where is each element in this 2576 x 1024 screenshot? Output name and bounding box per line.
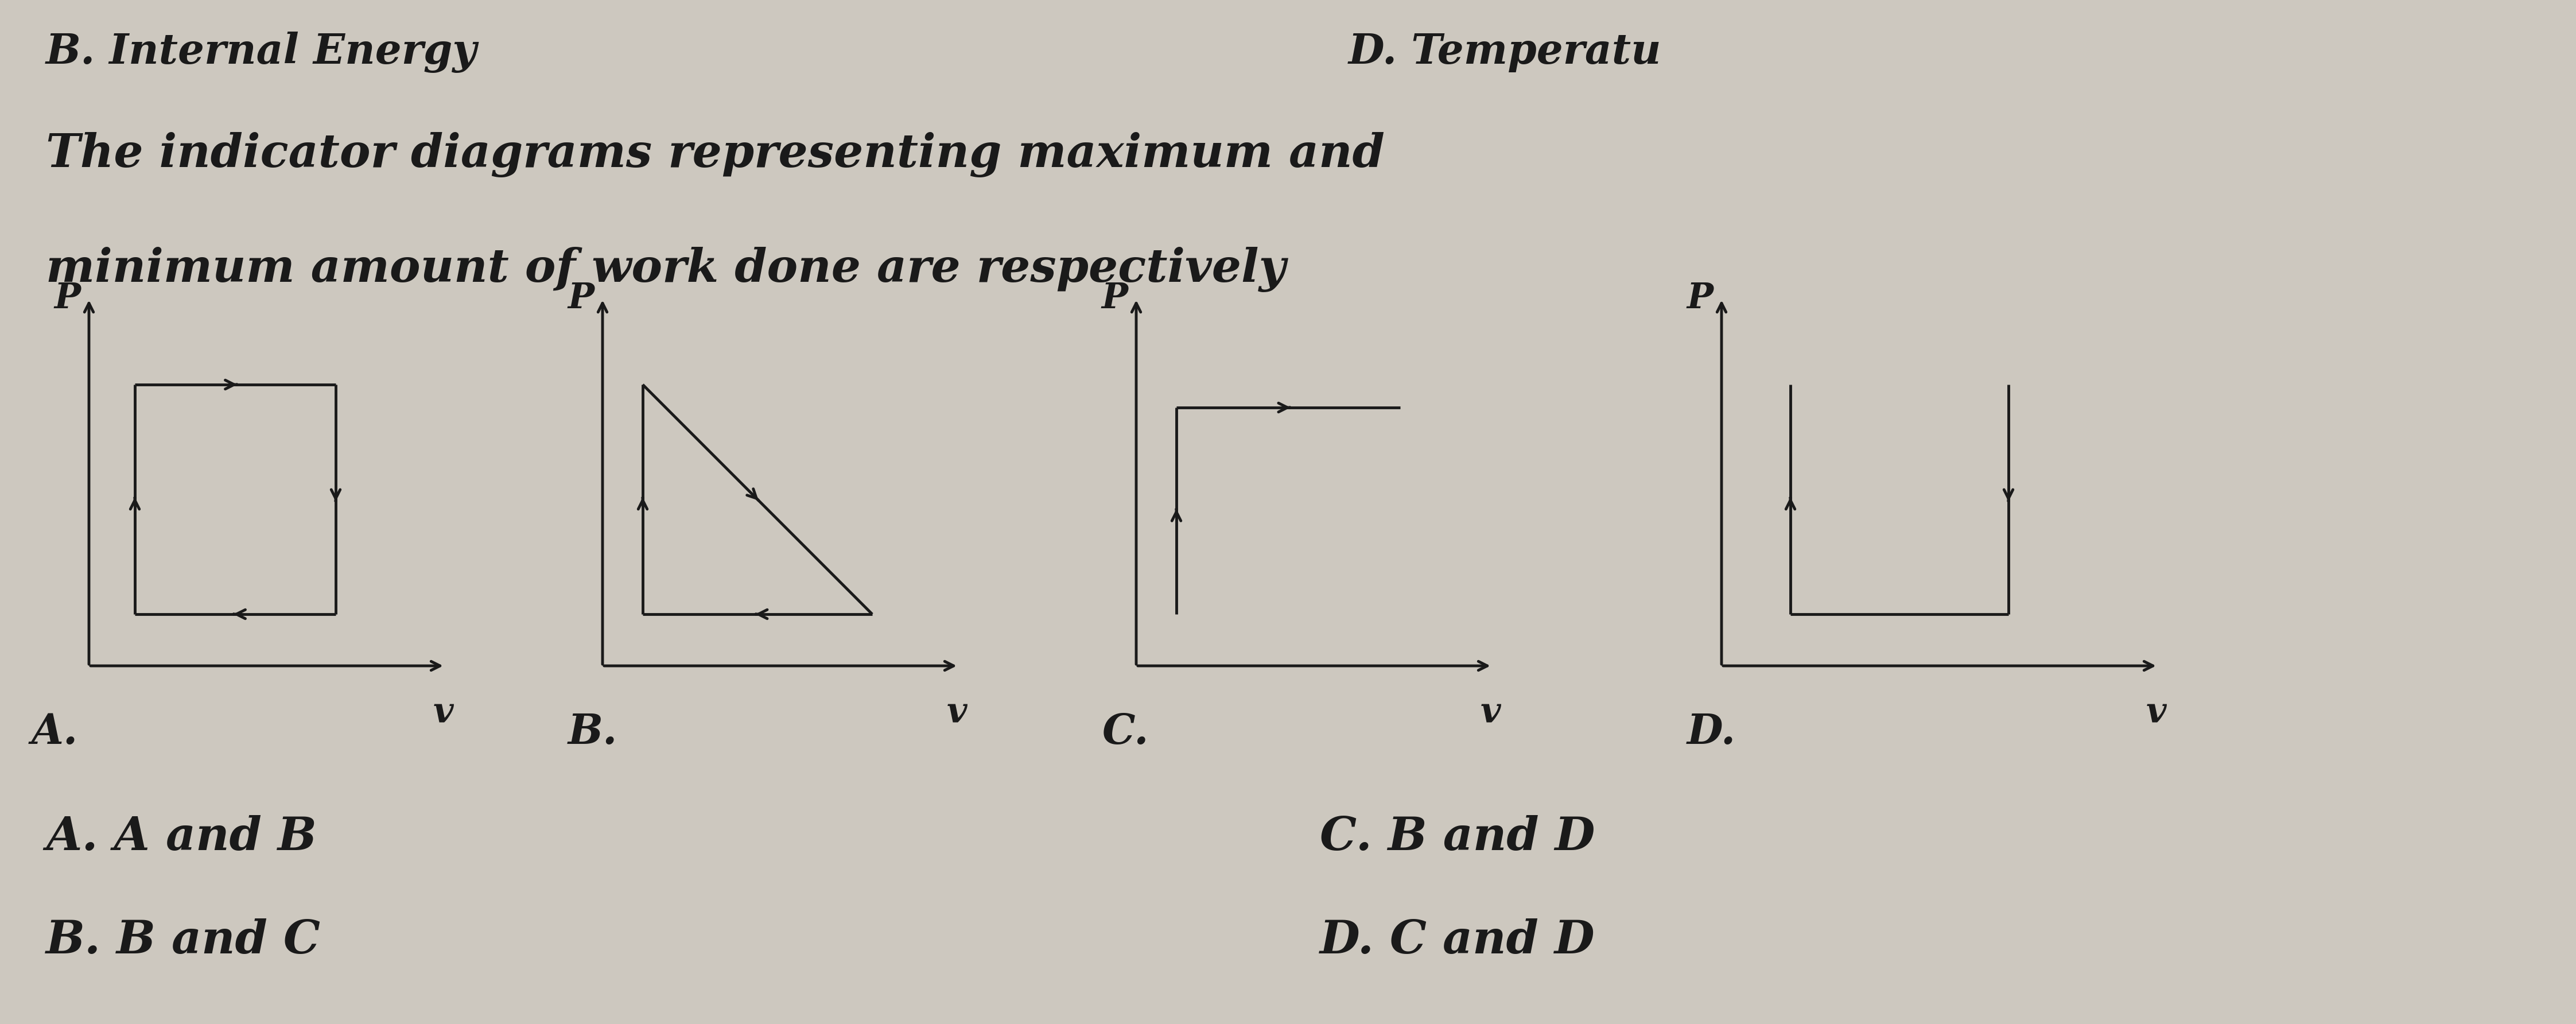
Text: A.: A.	[31, 712, 77, 753]
Text: v: v	[1481, 694, 1502, 729]
Text: P: P	[54, 282, 80, 315]
Text: C.: C.	[1103, 712, 1149, 753]
Text: v: v	[948, 694, 966, 729]
Text: v: v	[433, 694, 453, 729]
Text: P: P	[567, 282, 595, 315]
Text: P: P	[1100, 282, 1128, 315]
Text: B. B and C: B. B and C	[46, 919, 322, 963]
Text: A. A and B: A. A and B	[46, 815, 317, 859]
Text: P: P	[1687, 282, 1713, 315]
Text: D.: D.	[1687, 712, 1736, 753]
Text: C. B and D: C. B and D	[1319, 815, 1595, 859]
Text: D. C and D: D. C and D	[1319, 919, 1595, 963]
Text: D. Temperatu: D. Temperatu	[1350, 32, 1662, 73]
Text: v: v	[2146, 694, 2166, 729]
Text: The indicator diagrams representing maximum and: The indicator diagrams representing maxi…	[46, 132, 1386, 177]
Text: B. Internal Energy: B. Internal Energy	[46, 32, 477, 73]
Text: minimum amount of work done are respectively: minimum amount of work done are respecti…	[46, 247, 1285, 292]
Text: B.: B.	[569, 712, 618, 753]
